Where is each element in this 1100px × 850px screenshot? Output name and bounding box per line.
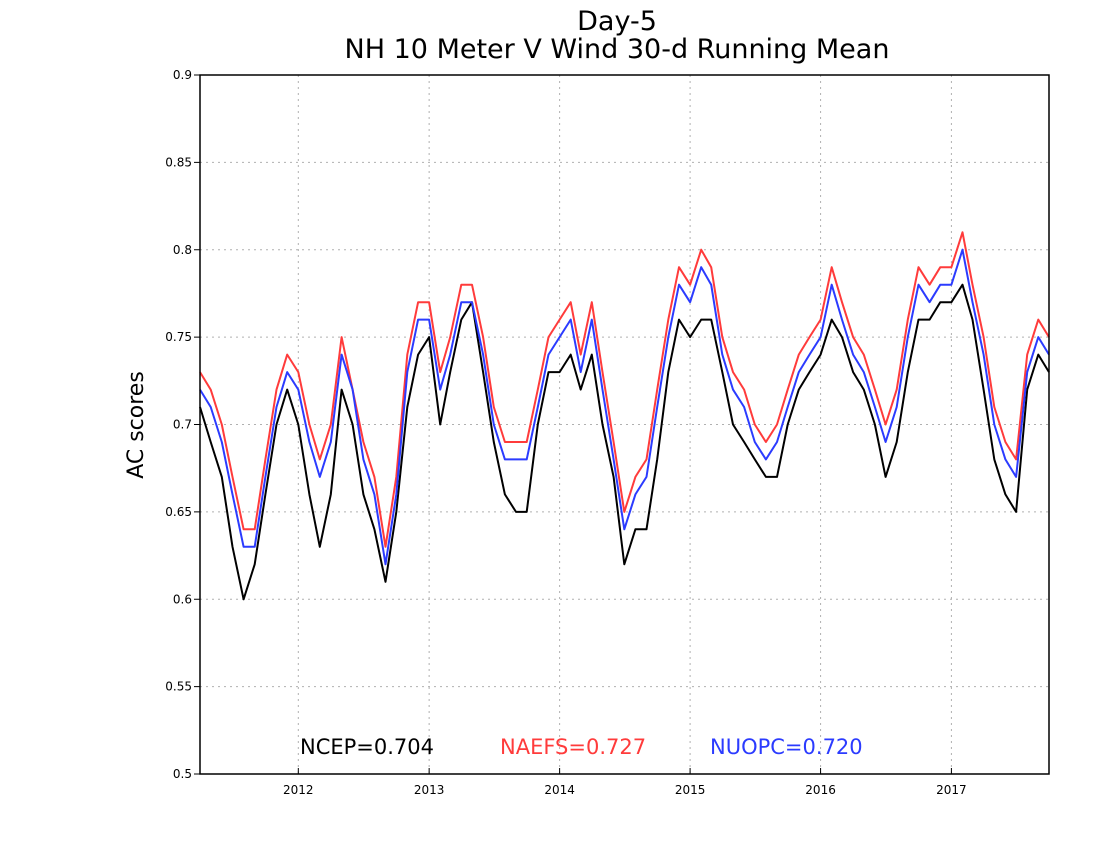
y-axis: 0.5 0.55 0.6 0.65 0.7 0.75 0.8 0.85 0.9 (165, 68, 200, 781)
legend-entry-3: NUOPC=0.720 (710, 735, 863, 759)
y-tick-label: 0.9 (173, 68, 192, 82)
legend-entry-2: NAEFS=0.727 (500, 735, 646, 759)
y-tick-label: 0.55 (165, 680, 192, 694)
y-tick-label: 0.85 (165, 155, 192, 169)
x-tick-label: 2016 (805, 783, 836, 797)
x-axis: 2012 2013 2014 2015 2016 2017 (283, 768, 967, 797)
y-axis-label: AC scores (124, 371, 149, 479)
chart-subtitle: NH 10 Meter V Wind 30-d Running Mean (345, 34, 890, 65)
x-tick-label: 2013 (414, 783, 445, 797)
x-tick-label: 2017 (936, 783, 967, 797)
y-tick-label: 0.8 (173, 243, 192, 257)
legend-entry-1: NCEP=0.704 (300, 735, 434, 759)
series-line-2 (199, 231, 1050, 548)
y-tick-label: 0.65 (165, 505, 192, 519)
grid-lines (200, 75, 1049, 774)
series-lines (199, 231, 1050, 601)
y-tick-label: 0.7 (173, 418, 192, 432)
y-tick-label: 0.75 (165, 330, 192, 344)
series-line-1 (199, 283, 1050, 601)
y-tick-label: 0.5 (173, 767, 192, 781)
legend: NCEP=0.704 NAEFS=0.727 NUOPC=0.720 (300, 735, 863, 759)
x-tick-label: 2014 (544, 783, 575, 797)
y-tick-label: 0.6 (173, 592, 192, 606)
x-tick-label: 2015 (675, 783, 706, 797)
series-line-3 (199, 248, 1050, 566)
x-tick-label: 2012 (283, 783, 314, 797)
chart-title: Day-5 (577, 6, 657, 37)
